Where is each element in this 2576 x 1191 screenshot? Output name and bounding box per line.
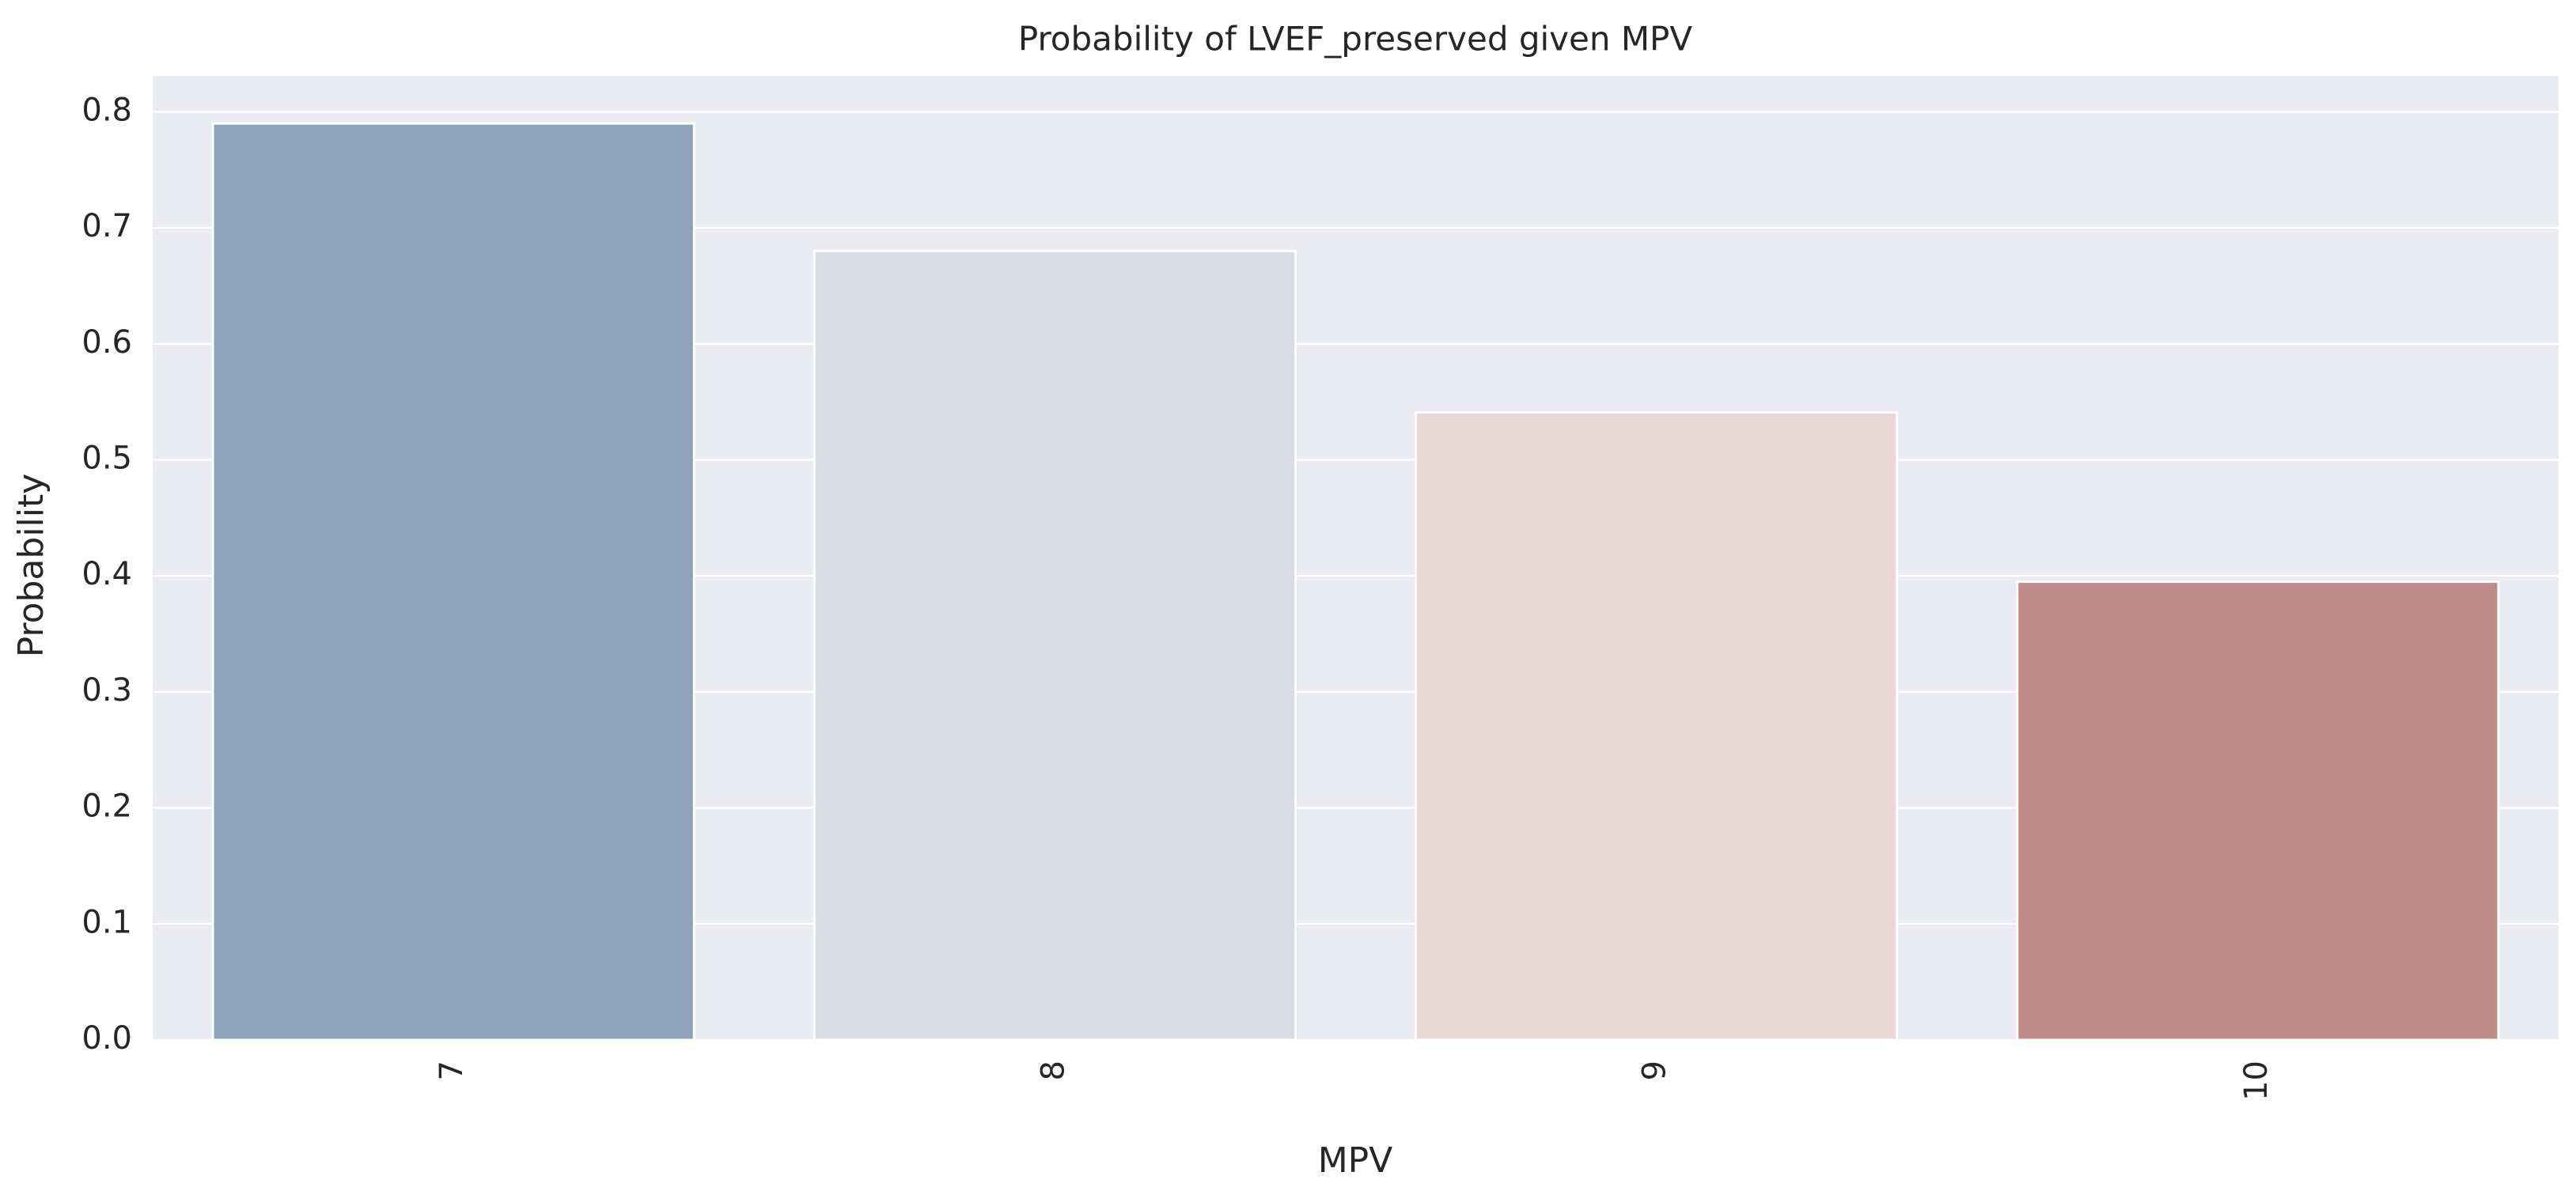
x-tick-label: 9 <box>1637 1061 1673 1080</box>
x-tick-label: 10 <box>2238 1061 2275 1101</box>
x-tick-label: 8 <box>1035 1061 1071 1080</box>
bar <box>1415 410 1899 1042</box>
y-tick-label: 0.2 <box>81 788 132 825</box>
y-tick-label: 0.1 <box>81 904 132 940</box>
y-tick-label: 0.0 <box>81 1020 132 1057</box>
y-tick-label: 0.6 <box>81 324 132 361</box>
y-tick-label: 0.4 <box>81 556 132 592</box>
y-axis-label: Probability <box>11 474 51 658</box>
chart-title: Probability of LVEF_preserved given MPV <box>1018 20 1693 59</box>
y-tick-label: 0.5 <box>81 440 132 477</box>
bar <box>2016 580 2500 1042</box>
y-tick-label: 0.7 <box>81 208 132 244</box>
y-tick-label: 0.8 <box>81 92 132 128</box>
bar <box>813 250 1297 1042</box>
x-axis-label: MPV <box>1318 1140 1393 1181</box>
bar <box>211 122 695 1042</box>
x-tick-label: 7 <box>434 1061 470 1080</box>
y-tick-label: 0.3 <box>81 672 132 709</box>
